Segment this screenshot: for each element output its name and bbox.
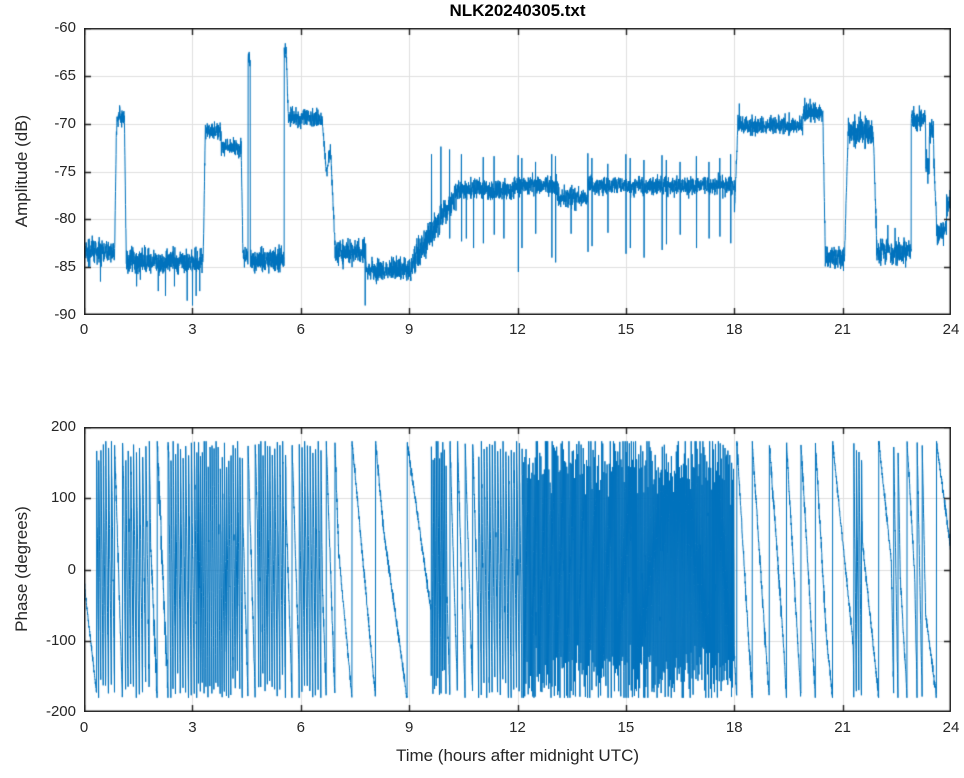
x-tick-label: 24 [942,321,960,338]
y-tick-label: -85 [54,258,76,276]
y-tick-label: 100 [50,489,76,507]
x-tick-label: 18 [725,321,743,338]
x-tick-label: 21 [834,321,851,338]
x-tick-label: 0 [79,719,89,736]
x-tick-label: 12 [509,719,526,736]
phase-plot-canvas [84,427,951,712]
x-tick-label: 15 [617,321,635,338]
x-tick-label: 3 [188,719,197,736]
y-tick-label: -200 [45,703,76,720]
x-tick-label: 3 [188,321,197,338]
y-tick-label: -60 [54,19,76,36]
x-axis-label: Time (hours after midnight UTC) [395,746,640,765]
x-tick-label: 6 [296,321,305,338]
amplitude-plot-canvas [84,28,951,315]
x-tick-label: 12 [509,321,526,338]
plot-title: NLK20240305.txt [449,1,586,20]
y-tick-label: -65 [54,66,76,84]
y-tick-label: -100 [45,631,76,649]
y-tick-label: 0 [67,560,76,578]
y-tick-label: -75 [54,162,76,180]
y-tick-label: 200 [50,418,76,435]
x-tick-label: 9 [404,321,414,338]
x-tick-label: 9 [404,719,414,736]
x-tick-label: 21 [834,719,851,736]
x-tick-label: 6 [296,719,305,736]
x-tick-label: 24 [942,719,960,736]
y-tick-label: -70 [54,114,76,132]
y-tick-label: -90 [54,306,76,323]
x-tick-label: 15 [617,719,635,736]
x-tick-label: 0 [79,321,89,338]
x-tick-label: 18 [725,719,743,736]
y-tick-label: -80 [54,210,76,228]
